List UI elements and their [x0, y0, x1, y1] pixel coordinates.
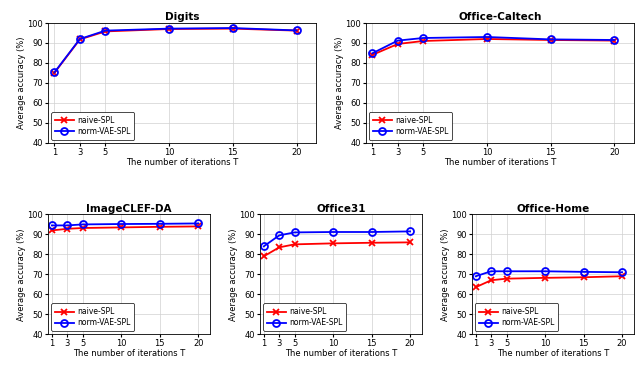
- X-axis label: The number of iterations T: The number of iterations T: [444, 158, 556, 167]
- Legend: naive-SPL, norm-VAE-SPL: naive-SPL, norm-VAE-SPL: [475, 303, 558, 331]
- naive-SPL: [580, 275, 588, 280]
- norm-VAE-SPL: [102, 28, 109, 33]
- naive-SPL: [329, 241, 337, 246]
- norm-VAE-SPL: [580, 270, 588, 274]
- naive-SPL: [502, 276, 510, 281]
- norm-VAE-SPL: [483, 35, 491, 39]
- norm-VAE-SPL: [618, 270, 626, 275]
- Y-axis label: Average accuracy (%): Average accuracy (%): [17, 36, 26, 129]
- Title: ImageCLEF-DA: ImageCLEF-DA: [86, 204, 172, 214]
- naive-SPL: [260, 254, 268, 259]
- Line: naive-SPL: naive-SPL: [49, 223, 202, 234]
- Line: naive-SPL: naive-SPL: [260, 239, 413, 260]
- norm-VAE-SPL: [51, 70, 58, 75]
- naive-SPL: [406, 240, 414, 245]
- X-axis label: The number of iterations T: The number of iterations T: [73, 349, 185, 358]
- norm-VAE-SPL: [79, 222, 86, 227]
- naive-SPL: [394, 42, 402, 46]
- naive-SPL: [487, 278, 495, 283]
- naive-SPL: [79, 226, 86, 230]
- norm-VAE-SPL: [406, 229, 414, 234]
- norm-VAE-SPL: [195, 221, 202, 226]
- naive-SPL: [291, 242, 298, 247]
- norm-VAE-SPL: [117, 222, 125, 226]
- norm-VAE-SPL: [48, 223, 56, 228]
- naive-SPL: [195, 224, 202, 229]
- norm-VAE-SPL: [502, 269, 510, 273]
- norm-VAE-SPL: [229, 26, 237, 30]
- naive-SPL: [419, 39, 427, 43]
- norm-VAE-SPL: [547, 37, 555, 42]
- naive-SPL: [369, 53, 376, 57]
- naive-SPL: [292, 28, 300, 33]
- Line: norm-VAE-SPL: norm-VAE-SPL: [472, 268, 625, 280]
- naive-SPL: [618, 274, 626, 278]
- norm-VAE-SPL: [541, 269, 549, 273]
- norm-VAE-SPL: [292, 28, 300, 33]
- Legend: naive-SPL, norm-VAE-SPL: naive-SPL, norm-VAE-SPL: [263, 303, 346, 331]
- Y-axis label: Average accuracy (%): Average accuracy (%): [441, 228, 450, 321]
- Legend: naive-SPL, norm-VAE-SPL: naive-SPL, norm-VAE-SPL: [51, 112, 134, 140]
- Y-axis label: Average accuracy (%): Average accuracy (%): [335, 36, 344, 129]
- Y-axis label: Average accuracy (%): Average accuracy (%): [17, 228, 26, 321]
- Legend: naive-SPL, norm-VAE-SPL: naive-SPL, norm-VAE-SPL: [51, 303, 134, 331]
- norm-VAE-SPL: [165, 26, 173, 31]
- Title: Office-Caltech: Office-Caltech: [458, 12, 541, 22]
- norm-VAE-SPL: [487, 269, 495, 273]
- norm-VAE-SPL: [394, 38, 402, 43]
- norm-VAE-SPL: [63, 223, 71, 228]
- Line: norm-VAE-SPL: norm-VAE-SPL: [49, 220, 202, 229]
- naive-SPL: [275, 245, 283, 250]
- naive-SPL: [51, 71, 58, 75]
- norm-VAE-SPL: [156, 222, 163, 226]
- norm-VAE-SPL: [76, 37, 84, 41]
- X-axis label: The number of iterations T: The number of iterations T: [497, 349, 609, 358]
- naive-SPL: [76, 37, 84, 42]
- Line: norm-VAE-SPL: norm-VAE-SPL: [260, 228, 413, 250]
- naive-SPL: [156, 225, 163, 229]
- norm-VAE-SPL: [369, 51, 376, 56]
- norm-VAE-SPL: [260, 244, 268, 249]
- naive-SPL: [117, 225, 125, 230]
- Line: naive-SPL: naive-SPL: [369, 35, 618, 58]
- naive-SPL: [165, 27, 173, 31]
- Title: Digits: Digits: [164, 12, 199, 22]
- Title: Office31: Office31: [316, 204, 365, 214]
- naive-SPL: [63, 227, 71, 231]
- naive-SPL: [102, 29, 109, 34]
- Line: norm-VAE-SPL: norm-VAE-SPL: [51, 25, 300, 76]
- Title: Office-Home: Office-Home: [516, 204, 589, 214]
- norm-VAE-SPL: [329, 230, 337, 234]
- norm-VAE-SPL: [275, 233, 283, 238]
- norm-VAE-SPL: [419, 36, 427, 40]
- naive-SPL: [541, 276, 549, 280]
- naive-SPL: [368, 240, 376, 245]
- naive-SPL: [611, 38, 618, 43]
- Legend: naive-SPL, norm-VAE-SPL: naive-SPL, norm-VAE-SPL: [369, 112, 452, 140]
- norm-VAE-SPL: [368, 230, 376, 234]
- naive-SPL: [472, 285, 479, 290]
- X-axis label: The number of iterations T: The number of iterations T: [285, 349, 397, 358]
- Line: naive-SPL: naive-SPL: [472, 273, 625, 291]
- naive-SPL: [48, 228, 56, 233]
- naive-SPL: [229, 26, 237, 31]
- Line: norm-VAE-SPL: norm-VAE-SPL: [369, 33, 618, 57]
- Y-axis label: Average accuracy (%): Average accuracy (%): [229, 228, 238, 321]
- norm-VAE-SPL: [291, 230, 298, 235]
- X-axis label: The number of iterations T: The number of iterations T: [125, 158, 238, 167]
- naive-SPL: [483, 37, 491, 41]
- norm-VAE-SPL: [611, 38, 618, 42]
- Line: naive-SPL: naive-SPL: [51, 25, 300, 76]
- norm-VAE-SPL: [472, 274, 479, 278]
- naive-SPL: [547, 38, 555, 42]
